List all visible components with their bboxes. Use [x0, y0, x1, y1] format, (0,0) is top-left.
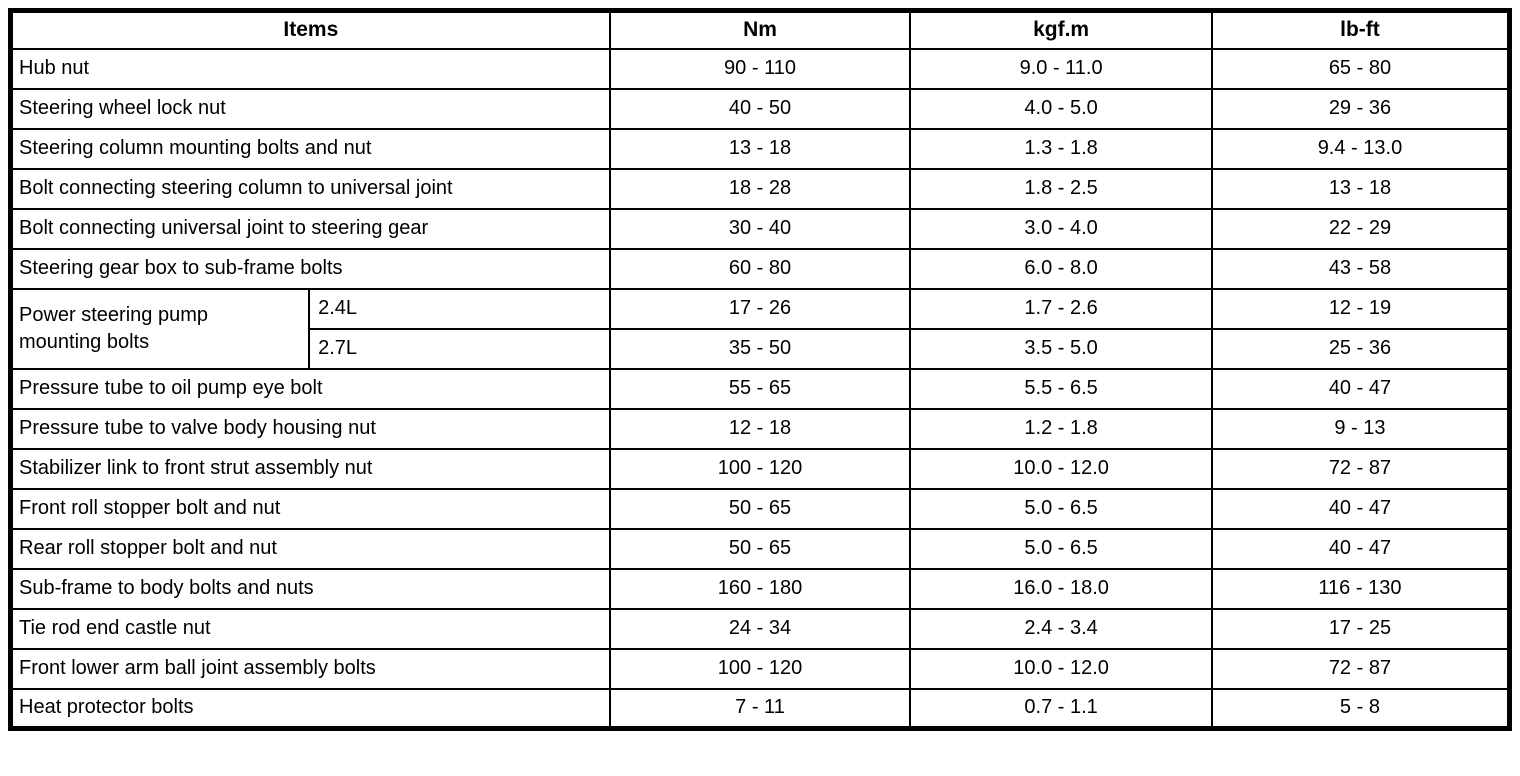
item-cell: Rear roll stopper bolt and nut	[9, 527, 611, 570]
table-row: Heat protector bolts 7 - 11 0.7 - 1.1 5 - 8	[9, 687, 1511, 730]
kgfm-value-cell: 3.5 - 5.0	[909, 327, 1213, 370]
engine-variant-cell: 2.7L	[308, 327, 611, 370]
table-row: Pressure tube to oil pump eye bolt 55 - 6…	[9, 367, 1511, 410]
item-cell: Bolt connecting universal joint to steer…	[9, 207, 611, 250]
table-header: Items Nm kgf.m lb-ft	[9, 9, 1511, 50]
lbft-value-cell: 13 - 18	[1210, 167, 1511, 210]
nm-value-cell: 160 - 180	[608, 567, 912, 610]
nm-value-cell: 18 - 28	[608, 167, 912, 210]
item-cell: Power steering pump mounting bolts	[9, 287, 311, 370]
lbft-value-cell: 12 - 19	[1210, 287, 1511, 330]
table-row: Stabilizer link to front strut assembly …	[9, 447, 1511, 490]
header-nm: Nm	[608, 9, 912, 50]
lbft-value-cell: 65 - 80	[1210, 47, 1511, 90]
item-label: Power steering pump mounting bolts	[19, 303, 208, 353]
header-kgfm: kgf.m	[909, 9, 1213, 50]
torque-spec-table: Items Nm kgf.m lb-ft Hub nut 90 - 110 9.0 …	[8, 8, 1512, 731]
nm-value-cell: 100 - 120	[608, 647, 912, 690]
kgfm-value-cell: 9.0 - 11.0	[909, 47, 1213, 90]
kgfm-value-cell: 10.0 - 12.0	[909, 647, 1213, 690]
nm-value-cell: 55 - 65	[608, 367, 912, 410]
nm-value-cell: 90 - 110	[608, 47, 912, 90]
kgfm-value-cell: 1.7 - 2.6	[909, 287, 1213, 330]
lbft-value-cell: 9.4 - 13.0	[1210, 127, 1511, 170]
lbft-value-cell: 5 - 8	[1210, 687, 1511, 730]
nm-value-cell: 35 - 50	[608, 327, 912, 370]
item-cell: Front lower arm ball joint assembly bolt…	[9, 647, 611, 690]
header-row: Items Nm kgf.m lb-ft	[9, 9, 1511, 50]
item-cell: Tie rod end castle nut	[9, 607, 611, 650]
lbft-value-cell: 9 - 13	[1210, 407, 1511, 450]
item-cell: Steering wheel lock nut	[9, 87, 611, 130]
kgfm-value-cell: 10.0 - 12.0	[909, 447, 1213, 490]
table-row: Power steering pump mounting bolts 2.4L 17…	[9, 287, 1511, 370]
nm-value-cell: 7 - 11	[608, 687, 912, 730]
nm-value-cell: 13 - 18	[608, 127, 912, 170]
lbft-value-cell: 40 - 47	[1210, 527, 1511, 570]
table-row: Front lower arm ball joint assembly bolt…	[9, 647, 1511, 690]
nm-value-cell: 50 - 65	[608, 487, 912, 530]
nm-value-cell: 30 - 40	[608, 207, 912, 250]
kgfm-value-cell: 3.0 - 4.0	[909, 207, 1213, 250]
lbft-value-cell: 29 - 36	[1210, 87, 1511, 130]
lbft-value-cell: 22 - 29	[1210, 207, 1511, 250]
lbft-value-cell: 25 - 36	[1210, 327, 1511, 370]
item-cell: Steering gear box to sub-frame bolts	[9, 247, 611, 290]
lbft-value-cell: 17 - 25	[1210, 607, 1511, 650]
nm-value-cell: 100 - 120	[608, 447, 912, 490]
table-row: Steering wheel lock nut 40 - 50 4.0 - 5.0 2…	[9, 87, 1511, 130]
kgfm-value-cell: 0.7 - 1.1	[909, 687, 1213, 730]
table-row: Front roll stopper bolt and nut 50 - 65 5.…	[9, 487, 1511, 530]
item-cell: Pressure tube to oil pump eye bolt	[9, 367, 611, 410]
kgfm-value-cell: 5.5 - 6.5	[909, 367, 1213, 410]
item-cell: Heat protector bolts	[9, 687, 611, 730]
item-cell: Pressure tube to valve body housing nut	[9, 407, 611, 450]
engine-variant-cell: 2.4L	[308, 287, 611, 330]
nm-value-cell: 12 - 18	[608, 407, 912, 450]
kgfm-value-cell: 5.0 - 6.5	[909, 527, 1213, 570]
table-row: Bolt connecting steering column to unive…	[9, 167, 1511, 210]
nm-value-cell: 17 - 26	[608, 287, 912, 330]
table-row: Rear roll stopper bolt and nut 50 - 65 5.0…	[9, 527, 1511, 570]
table-row: Hub nut 90 - 110 9.0 - 11.0 65 - 80	[9, 47, 1511, 90]
kgfm-value-cell: 1.8 - 2.5	[909, 167, 1213, 210]
table-row: Bolt connecting universal joint to steer…	[9, 207, 1511, 250]
item-cell: Sub-frame to body bolts and nuts	[9, 567, 611, 610]
item-cell: Front roll stopper bolt and nut	[9, 487, 611, 530]
nm-value-cell: 40 - 50	[608, 87, 912, 130]
table-row: Steering gear box to sub-frame bolts 60 -…	[9, 247, 1511, 290]
item-cell: Bolt connecting steering column to unive…	[9, 167, 611, 210]
table-row: Steering column mounting bolts and nut 13…	[9, 127, 1511, 170]
item-cell: Steering column mounting bolts and nut	[9, 127, 611, 170]
lbft-value-cell: 72 - 87	[1210, 447, 1511, 490]
header-lbft: lb-ft	[1210, 9, 1511, 50]
nm-value-cell: 50 - 65	[608, 527, 912, 570]
item-cell: Stabilizer link to front strut assembly …	[9, 447, 611, 490]
kgfm-value-cell: 5.0 - 6.5	[909, 487, 1213, 530]
table-row: Pressure tube to valve body housing nut 1…	[9, 407, 1511, 450]
table-row: Sub-frame to body bolts and nuts 160 - 18…	[9, 567, 1511, 610]
lbft-value-cell: 40 - 47	[1210, 367, 1511, 410]
header-items: Items	[9, 9, 611, 50]
kgfm-value-cell: 1.3 - 1.8	[909, 127, 1213, 170]
table-row: Tie rod end castle nut 24 - 34 2.4 - 3.4 17…	[9, 607, 1511, 650]
lbft-value-cell: 40 - 47	[1210, 487, 1511, 530]
kgfm-value-cell: 1.2 - 1.8	[909, 407, 1213, 450]
item-cell: Hub nut	[9, 47, 611, 90]
lbft-value-cell: 72 - 87	[1210, 647, 1511, 690]
kgfm-value-cell: 2.4 - 3.4	[909, 607, 1213, 650]
kgfm-value-cell: 4.0 - 5.0	[909, 87, 1213, 130]
table-body: Hub nut 90 - 110 9.0 - 11.0 65 - 80 Steering…	[9, 47, 1511, 730]
nm-value-cell: 24 - 34	[608, 607, 912, 650]
kgfm-value-cell: 6.0 - 8.0	[909, 247, 1213, 290]
table-row: 2.7L 35 - 50 3.5 - 5.0 25 - 36	[11, 327, 1511, 370]
lbft-value-cell: 43 - 58	[1210, 247, 1511, 290]
lbft-value-cell: 116 - 130	[1210, 567, 1511, 610]
kgfm-value-cell: 16.0 - 18.0	[909, 567, 1213, 610]
nm-value-cell: 60 - 80	[608, 247, 912, 290]
